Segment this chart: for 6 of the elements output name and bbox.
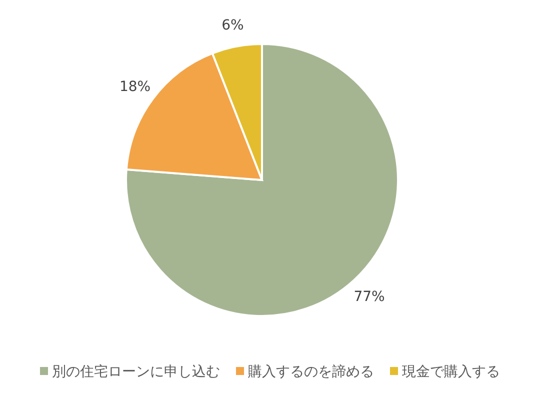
- legend-label: 現金で購入する: [402, 364, 500, 380]
- data-label: 6%: [222, 18, 244, 34]
- data-label: 77%: [354, 288, 385, 305]
- legend-label: 別の住宅ローンに申し込む: [52, 364, 220, 380]
- legend-label: 購入するのを諦める: [248, 364, 374, 380]
- data-label: 18%: [119, 78, 151, 95]
